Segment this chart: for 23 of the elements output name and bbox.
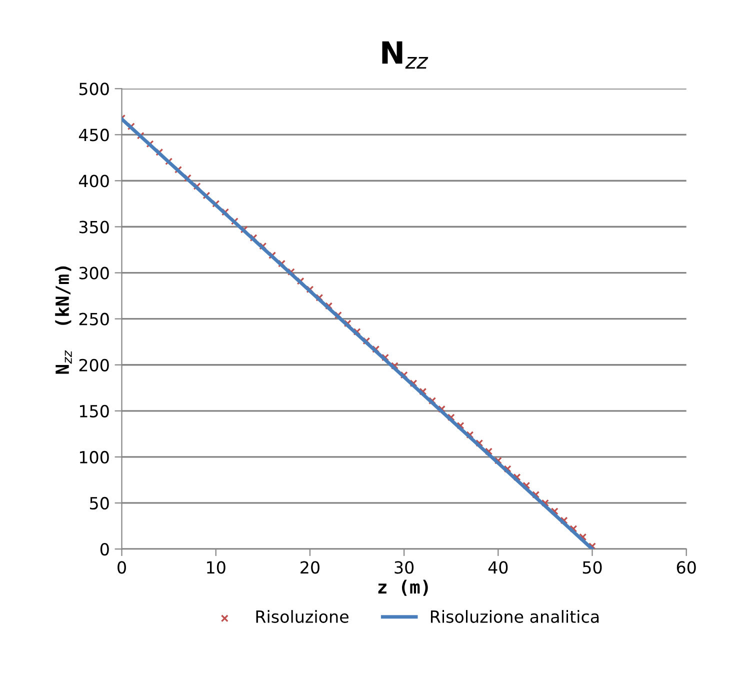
y-tick-label: 200 <box>79 358 109 372</box>
x-tick-label: 60 <box>676 561 696 574</box>
x-tick-label: 40 <box>488 561 508 574</box>
y-tick-label: 50 <box>90 496 109 510</box>
x-tick-label: 0 <box>118 561 126 574</box>
y-tick-label: 350 <box>79 220 109 234</box>
y-tick-label: 400 <box>78 174 109 188</box>
y-tick-label: 0 <box>100 542 109 556</box>
x-tick-label: 50 <box>582 561 602 574</box>
y-tick-label: 300 <box>79 266 109 280</box>
y-tick-label: 500 <box>79 82 109 96</box>
y-tick-label: 150 <box>80 404 109 418</box>
x-tick-label: 20 <box>300 561 320 574</box>
y-tick-label: 450 <box>78 128 109 142</box>
x-tick-label: 10 <box>207 561 226 574</box>
text: N$_{zz}$ (kN/m) <box>55 266 72 374</box>
legend-label: Risoluzione <box>256 610 348 623</box>
x-axis-title: z (m) <box>378 580 428 596</box>
x-tick-label: 30 <box>394 561 414 574</box>
y-tick-label: 250 <box>79 312 109 326</box>
chart-title: N$_{zz}$ <box>382 41 428 69</box>
legend-label: Risoluzione analitica <box>430 610 599 623</box>
y-tick-label: 100 <box>80 450 109 464</box>
